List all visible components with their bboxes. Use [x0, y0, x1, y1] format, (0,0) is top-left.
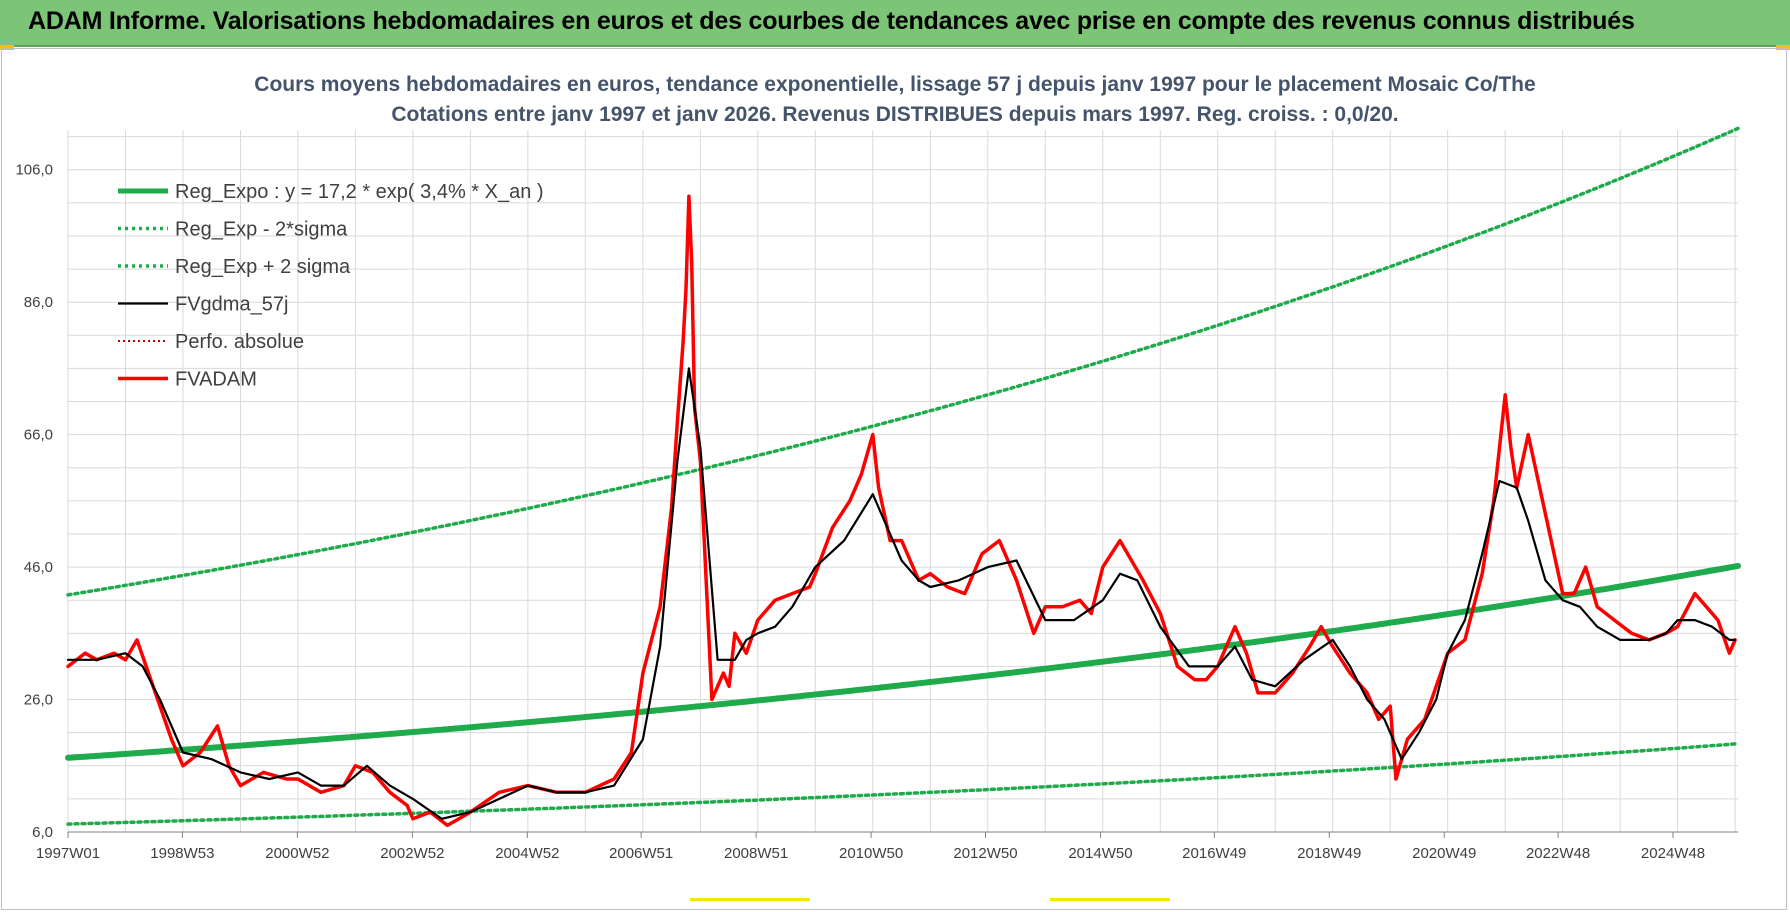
legend-label-0: Reg_Expo : y = 17,2 * exp( 3,4% * X_an ) [175, 181, 544, 203]
y-tick-label: 106,0 [15, 162, 53, 179]
y-tick-label: 6,0 [32, 824, 53, 841]
chart-frame [1, 48, 1787, 910]
legend-label-2: Reg_Exp + 2 sigma [175, 256, 351, 278]
report-banner-title: ADAM Informe. Valorisations hebdomadaire… [28, 7, 1635, 35]
y-tick-label: 66,0 [24, 427, 53, 444]
x-tick-label: 1997W01 [36, 845, 100, 862]
series-line-3 [66, 367, 1737, 820]
legend-label-3: FVgdma_57j [175, 294, 288, 316]
x-tick-label: 2006W51 [609, 845, 673, 862]
legend-label-4: Perfo. absolue [175, 331, 304, 353]
x-tick-label: 2016W49 [1182, 845, 1246, 862]
bottom-highlight-mark-2 [1050, 898, 1170, 901]
series-line-0 [65, 562, 1741, 761]
x-tick-label: 2010W50 [839, 845, 903, 862]
bottom-highlight-mark-1 [690, 898, 810, 901]
series-line-5 [66, 194, 1737, 828]
axis-layer: 6,0 26,0 46,0 66,0 86,0 106,0 1997W01 1998W53 20… [15, 162, 1738, 862]
series-line-2 [66, 126, 1740, 597]
chart-title: Cours moyens hebdomadaires en euros, ten… [0, 70, 1790, 130]
series-line-1 [66, 741, 1740, 826]
corner-mark-right [1776, 45, 1790, 50]
series-layer [65, 126, 1741, 828]
x-tick-label: 2000W52 [265, 845, 329, 862]
chart-title-line-2: Cotations entre janv 1997 et janv 2026. … [391, 103, 1399, 126]
report-banner: ADAM Informe. Valorisations hebdomadaire… [0, 0, 1790, 47]
y-tick-label: 86,0 [24, 294, 53, 311]
x-tick-label: 2022W48 [1526, 845, 1590, 862]
legend: Reg_Expo : y = 17,2 * exp( 3,4% * X_an )… [118, 181, 544, 391]
y-tick-label: 26,0 [24, 692, 53, 709]
x-tick-label: 2020W49 [1412, 845, 1476, 862]
corner-mark-left [0, 45, 14, 50]
x-tick-label: 2012W50 [953, 845, 1017, 862]
legend-label-1: Reg_Exp - 2*sigma [175, 219, 348, 241]
x-tick-label: 2004W52 [495, 845, 559, 862]
y-tick-label: 46,0 [24, 559, 53, 576]
legend-label-5: FVADAM [175, 369, 257, 391]
grid-layer [67, 130, 1738, 833]
x-tick-label: 2014W50 [1068, 845, 1132, 862]
x-tick-label: 2024W48 [1641, 845, 1705, 862]
x-tick-label: 2002W52 [380, 845, 444, 862]
x-tick-label: 1998W53 [150, 845, 214, 862]
x-tick-label: 2008W51 [724, 845, 788, 862]
x-tick-label: 2018W49 [1297, 845, 1361, 862]
chart-title-line-1: Cours moyens hebdomadaires en euros, ten… [254, 73, 1536, 96]
